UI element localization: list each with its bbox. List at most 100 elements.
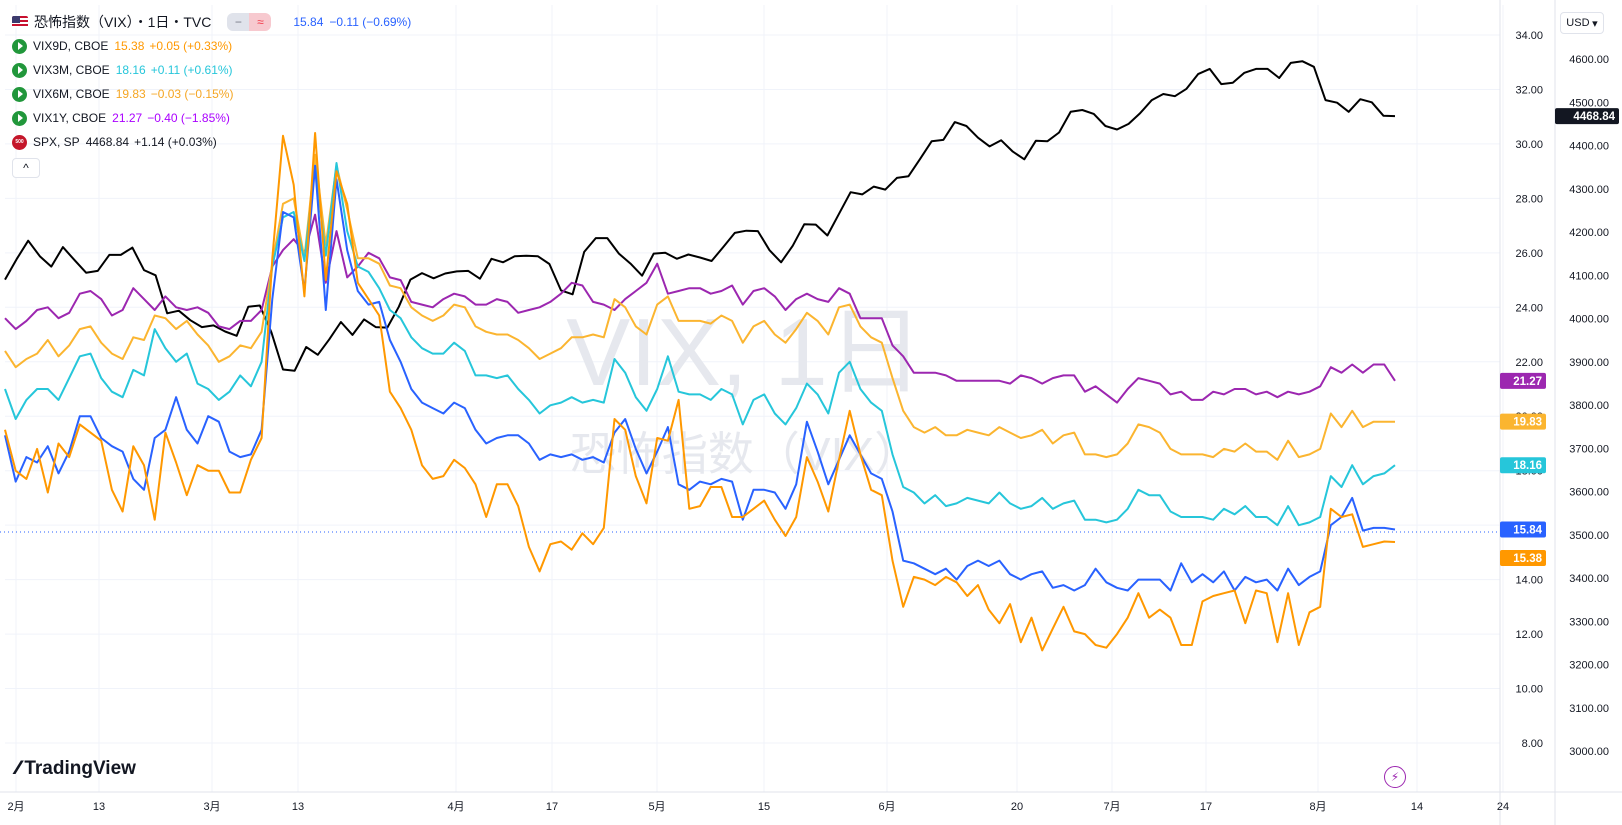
legend-value: 21.27 [112, 111, 143, 125]
visibility-pill[interactable]: − ≈ [227, 13, 272, 31]
x-tick-label: 17 [1200, 801, 1212, 813]
legend-change: +0.11 (+0.61%) [150, 63, 233, 77]
collapse-legend-button[interactable]: ^ [12, 158, 40, 178]
tradingview-logo[interactable]: ⁄⁄ TradingView [16, 758, 136, 780]
y-right-tick-label: 3600.00 [1569, 487, 1609, 499]
legend-change: +1.14 (+0.03%) [134, 135, 217, 149]
legend-row-vix9d[interactable]: VIX9D, CBOE 15.38 +0.05 (+0.33%) [12, 34, 411, 58]
y-left-tick-label: 12.00 [1515, 629, 1543, 641]
x-tick-label: 2月 [7, 801, 24, 813]
legend-symbol: SPX, SP [33, 135, 80, 149]
x-tick-label: 5月 [648, 801, 665, 813]
chevron-down-icon: ▾ [1592, 17, 1598, 30]
legend: 恐怖指数（VIX）・1日・TVC − ≈ 15.84 −0.11 (−0.69%… [12, 10, 411, 178]
legend-value: 18.16 [115, 63, 146, 77]
x-tick-label: 3月 [203, 801, 220, 813]
y-left-tick-label: 34.00 [1515, 30, 1543, 42]
legend-row-vix3m[interactable]: VIX3M, CBOE 18.16 +0.11 (+0.61%) [12, 58, 411, 82]
us-flag-icon [12, 16, 28, 28]
tradingview-logo-icon: ⁄⁄ [16, 758, 21, 779]
legend-symbol: VIX6M, CBOE [33, 87, 110, 101]
play-icon [12, 86, 27, 102]
y-right-tick-label: 4500.00 [1569, 97, 1609, 109]
y-right-tick-label: 3800.00 [1569, 400, 1609, 412]
x-tick-label: 15 [758, 801, 770, 813]
y-right-tick-label: 4100.00 [1569, 270, 1609, 282]
legend-value: 15.38 [114, 39, 145, 53]
legend-value: 4468.84 [85, 135, 130, 149]
last-value-badge-vix [1500, 521, 1546, 538]
y-right-tick-label: 3400.00 [1569, 573, 1609, 585]
legend-symbol: VIX3M, CBOE [33, 63, 110, 77]
currency-selector[interactable]: USD ▾ [1560, 12, 1604, 34]
y-left-tick-label: 8.00 [1522, 738, 1543, 750]
chevron-up-icon: ^ [23, 161, 29, 175]
x-tick-label: 20 [1011, 801, 1023, 813]
last-value-text-spx: 4468.84 [1573, 111, 1615, 123]
y-left-tick-label: 32.00 [1515, 84, 1543, 96]
series-line-vix1y [4, 213, 1396, 404]
legend-row-vix1y[interactable]: VIX1Y, CBOE 21.27 −0.40 (−1.85%) [12, 106, 411, 130]
play-icon [12, 62, 27, 78]
last-value-text-vix6m: 19.83 [1513, 417, 1542, 429]
series-line-spx [4, 60, 1396, 372]
last-value-text-vix9d: 15.38 [1513, 553, 1542, 565]
x-tick-label: 7月 [1103, 801, 1120, 813]
y-right-tick-label: 4600.00 [1569, 54, 1609, 66]
watermark: VIX, 1日 恐怖指数（VIX） [566, 299, 923, 480]
legend-symbol: VIX1Y, CBOE [33, 111, 107, 125]
y-right-tick-label: 3900.00 [1569, 357, 1609, 369]
last-value-text-vix3m: 18.16 [1513, 460, 1542, 472]
tradingview-brand: TradingView [24, 758, 136, 779]
y-left-tick-label: 26.00 [1515, 248, 1543, 260]
x-tick-label: 8月 [1309, 801, 1326, 813]
y-right-tick-label: 3700.00 [1569, 443, 1609, 455]
wave-icon[interactable]: ≈ [249, 13, 272, 31]
x-tick-label: 13 [93, 801, 105, 813]
last-value-badge-spx [1555, 108, 1619, 125]
series-line-vix6m [4, 153, 1395, 461]
y-left-tick-label: 22.00 [1515, 357, 1543, 369]
legend-change: −0.40 (−1.85%) [147, 111, 230, 125]
x-tick-label: 6月 [878, 801, 895, 813]
last-value-badge-vix9d [1500, 550, 1546, 567]
legend-symbol: VIX9D, CBOE [33, 39, 109, 53]
y-left-tick-label: 14.00 [1515, 575, 1543, 587]
y-right-tick-label: 3500.00 [1569, 530, 1609, 542]
y-right-tick-label: 3300.00 [1569, 616, 1609, 628]
y-right-tick-label: 4400.00 [1569, 141, 1609, 153]
series-line-vix9d [4, 132, 1396, 652]
y-left-tick-label: 30.00 [1515, 139, 1543, 151]
legend-change: +0.05 (+0.33%) [149, 39, 233, 53]
y-left-tick-label: 24.00 [1515, 302, 1543, 314]
legend-main-row[interactable]: 恐怖指数（VIX）・1日・TVC − ≈ 15.84 −0.11 (−0.69%… [12, 10, 411, 34]
last-value-badge-vix3m [1500, 457, 1546, 474]
y-right-tick-label: 3100.00 [1569, 703, 1609, 715]
currency-label: USD [1566, 17, 1590, 29]
x-tick-label: 4月 [447, 801, 464, 813]
x-tick-label: 17 [546, 801, 558, 813]
series-line-vix [4, 164, 1396, 592]
y-right-tick-label: 3200.00 [1569, 660, 1609, 672]
watermark-main: VIX, 1日 [566, 299, 923, 406]
main-value: 15.84 [293, 15, 324, 29]
last-value-labels: 4468.84 21.27 19.83 18.16 15.84 15.38 [1500, 108, 1619, 567]
minus-icon[interactable]: − [227, 13, 250, 31]
x-tick-label: 13 [292, 801, 304, 813]
series-layer [4, 60, 1396, 652]
y-right-tick-label: 4300.00 [1569, 184, 1609, 196]
lightning-icon[interactable]: ⚡ [1384, 766, 1406, 788]
sp500-icon: 500 [12, 134, 27, 150]
play-icon [12, 38, 27, 54]
y-left-tick-label: 10.00 [1515, 684, 1543, 696]
legend-row-vix6m[interactable]: VIX6M, CBOE 19.83 −0.03 (−0.15%) [12, 82, 411, 106]
last-value-text-vix1y: 21.27 [1513, 376, 1542, 388]
watermark-sub: 恐怖指数（VIX） [570, 428, 920, 480]
legend-change: −0.03 (−0.15%) [150, 87, 234, 101]
last-value-badge-vix1y [1500, 372, 1546, 389]
legend-row-spx[interactable]: 500 SPX, SP 4468.84 +1.14 (+0.03%) [12, 130, 411, 154]
x-tick-label: 24 [1497, 801, 1509, 813]
play-icon [12, 110, 27, 126]
